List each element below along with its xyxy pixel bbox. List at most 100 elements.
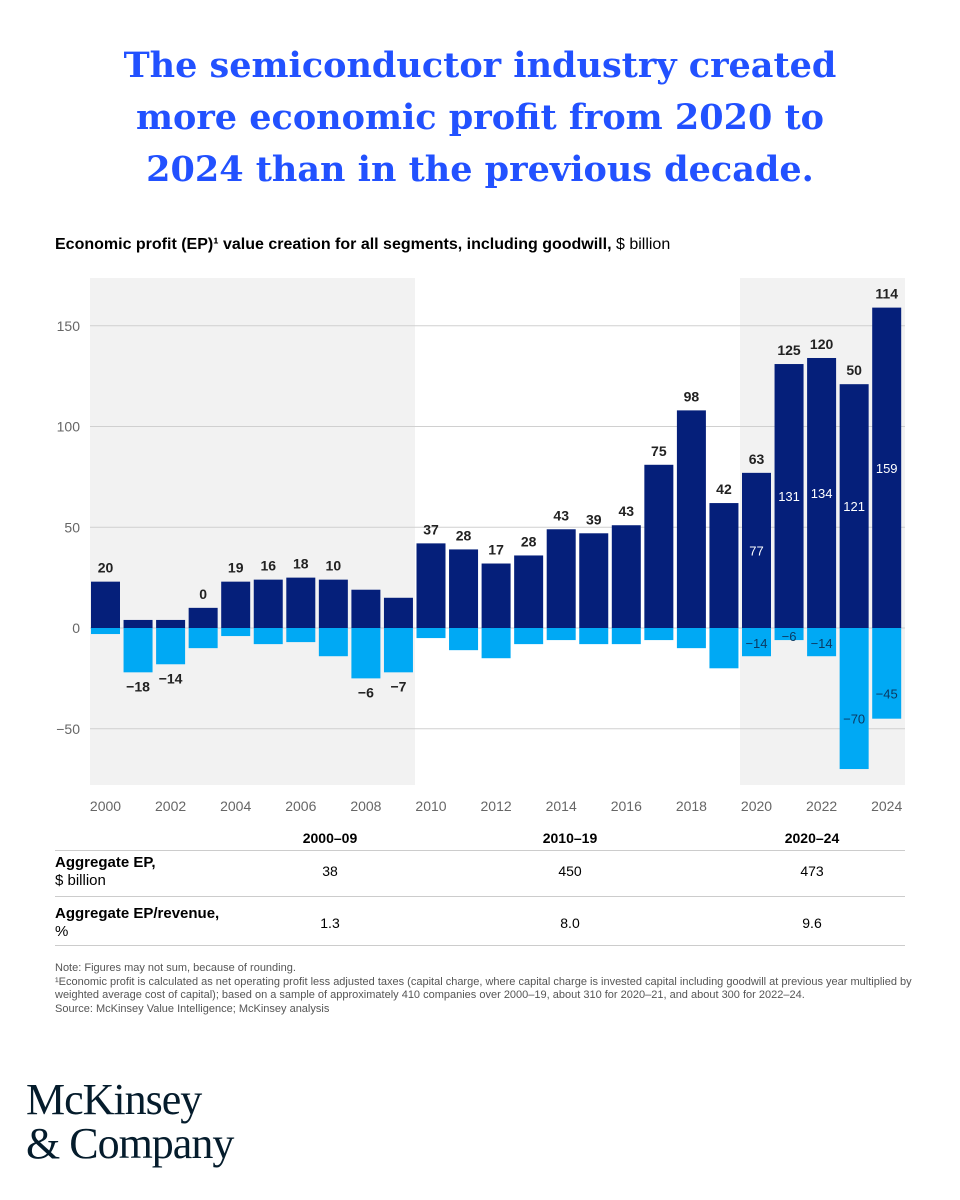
negative-value-label: −70	[843, 712, 865, 727]
x-tick-label: 2012	[481, 798, 512, 814]
row-label-unit: %	[55, 923, 69, 940]
bar-negative	[839, 628, 869, 770]
bar-negative	[318, 628, 348, 657]
bar-positive	[611, 525, 641, 628]
table-cell: 38	[322, 863, 338, 879]
bar-positive	[318, 579, 348, 628]
bar-negative	[156, 628, 186, 665]
chart-title: Economic profit (EP)¹ value creation for…	[55, 236, 670, 254]
bar-negative	[514, 628, 544, 645]
headline-line: more economic profit from 2020 to	[135, 97, 825, 138]
net-value-label: 43	[553, 507, 569, 523]
net-value-label: 50	[846, 362, 862, 378]
bar-positive	[481, 563, 511, 628]
positive-value-label: 131	[778, 489, 800, 504]
net-value-label: −14	[159, 670, 183, 686]
y-tick-label: −50	[56, 721, 80, 737]
net-value-label: 63	[749, 451, 765, 467]
bar-negative	[123, 628, 153, 673]
period-header: 2020–24	[784, 830, 840, 846]
x-tick-label: 2002	[155, 798, 186, 814]
logo-line: McKinsey	[26, 1075, 202, 1124]
x-tick-label: 2004	[220, 798, 251, 814]
net-value-label: 39	[586, 511, 602, 527]
x-tick-label: 2008	[350, 798, 381, 814]
y-tick-label: 50	[64, 519, 80, 535]
bar-positive	[709, 503, 739, 628]
net-value-label: 28	[456, 527, 472, 543]
net-value-label: 98	[684, 388, 700, 404]
row-label-unit: $ billion	[55, 872, 106, 889]
divider	[55, 945, 905, 946]
x-tick-label: 2018	[676, 798, 707, 814]
net-value-label: 18	[293, 556, 309, 572]
y-tick-label: 150	[57, 318, 81, 334]
net-value-label: 125	[777, 342, 801, 358]
net-value-label: 0	[199, 586, 207, 602]
x-tick-label: 2006	[285, 798, 316, 814]
net-value-label: 37	[423, 521, 439, 537]
net-value-label: 28	[521, 533, 537, 549]
positive-value-label: 77	[749, 543, 763, 558]
row-label: Aggregate EP/revenue,%	[55, 905, 219, 941]
y-tick-label: 0	[72, 620, 80, 636]
positive-value-label: 134	[811, 486, 833, 501]
net-value-label: −7	[390, 678, 406, 694]
net-value-label: −18	[126, 678, 150, 694]
bar-positive	[156, 619, 186, 628]
bar-positive	[676, 410, 706, 628]
bar-negative	[416, 628, 446, 639]
negative-value-label: −6	[782, 629, 797, 644]
bar-negative	[807, 628, 837, 657]
positive-value-label: 159	[876, 461, 898, 476]
negative-value-label: −14	[745, 636, 767, 651]
bar-negative	[676, 628, 706, 649]
bar-positive	[742, 472, 771, 628]
bar-negative	[286, 628, 316, 643]
bar-positive	[383, 597, 413, 628]
period-header: 2010–19	[542, 830, 598, 846]
bar-positive	[416, 543, 446, 628]
bar-positive	[579, 533, 609, 628]
bar-negative	[774, 628, 804, 641]
bar-positive	[253, 579, 283, 628]
net-value-label: 16	[260, 558, 276, 574]
net-value-label: 17	[488, 542, 504, 558]
bar-positive	[514, 555, 544, 628]
net-value-label: 42	[716, 481, 732, 497]
bar-positive	[188, 607, 218, 628]
bar-positive	[449, 549, 479, 628]
net-value-label: −6	[358, 684, 374, 700]
bar-negative	[253, 628, 283, 645]
bar-negative	[383, 628, 413, 673]
bar-negative	[742, 628, 771, 657]
shaded-period	[90, 278, 415, 785]
y-tick-label: 100	[57, 419, 81, 435]
net-value-label: 20	[98, 560, 114, 576]
bar-negative	[351, 628, 381, 679]
bar-positive	[546, 529, 576, 628]
table-cell: 450	[558, 863, 582, 879]
net-value-label: 75	[651, 443, 667, 459]
bar-negative	[481, 628, 511, 659]
footnote: ¹Economic profit is calculated as net op…	[55, 975, 912, 1002]
x-tick-label: 2024	[871, 798, 902, 814]
bar-positive	[351, 589, 381, 628]
period-header: 2000–09	[302, 830, 358, 846]
bar-positive	[91, 581, 120, 628]
chart-title-text: Economic profit (EP)¹ value creation for…	[55, 236, 612, 253]
table-cell: 8.0	[560, 915, 580, 931]
positive-value-label: 121	[843, 499, 865, 514]
bar-negative	[188, 628, 218, 649]
bar-positive	[644, 464, 674, 628]
negative-value-label: −14	[811, 636, 833, 651]
bar-negative	[872, 628, 902, 719]
bar-chart: 150 100 50 0 −50 20 −18 −14 0 19 16 18 10 −6 −7 37 28 17 2…	[56, 278, 905, 814]
table-cell: 1.3	[320, 915, 340, 931]
net-value-label: 10	[326, 558, 342, 574]
x-tick-label: 2014	[546, 798, 577, 814]
bar-negative	[611, 628, 641, 645]
net-value-label: 120	[810, 336, 834, 352]
source: Source: McKinsey Value Intelligence; McK…	[55, 1002, 330, 1015]
